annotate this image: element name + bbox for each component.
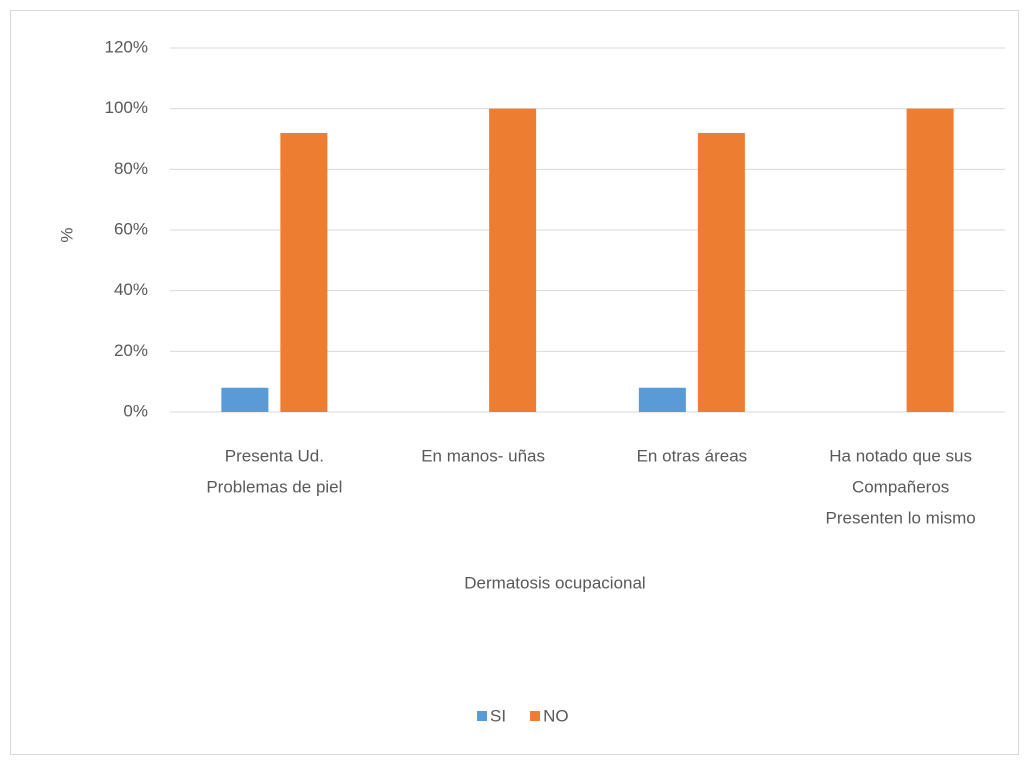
- y-tick-label: 80%: [114, 159, 148, 178]
- legend-swatch: [530, 711, 541, 721]
- legend-label: NO: [543, 706, 569, 725]
- bar: [638, 387, 686, 412]
- x-tick-label: En otras áreas: [637, 446, 748, 465]
- x-tick-label: Presenten lo mismo: [826, 508, 976, 527]
- legend-swatch: [477, 711, 487, 721]
- bar: [697, 132, 745, 412]
- x-tick-label: Problemas de piel: [206, 477, 342, 496]
- y-tick-label: 60%: [114, 219, 148, 238]
- y-tick-label: 0%: [123, 401, 148, 420]
- bar: [906, 108, 954, 413]
- x-axis-label: Dermatosis ocupacional: [464, 573, 645, 592]
- bar: [280, 132, 328, 412]
- y-tick-label: 120%: [105, 37, 148, 56]
- x-tick-label: Presenta Ud.: [225, 446, 324, 465]
- bar: [489, 108, 537, 413]
- x-tick-label: Ha notado que sus: [829, 446, 972, 465]
- y-tick-label: 20%: [114, 341, 148, 360]
- x-tick-label: En manos- uñas: [421, 446, 545, 465]
- bar: [221, 387, 269, 412]
- y-tick-label: 40%: [114, 280, 148, 299]
- y-tick-label: 100%: [105, 98, 148, 117]
- x-tick-label: Compañeros: [852, 477, 949, 496]
- y-axis-label: %: [57, 227, 76, 242]
- legend-label: SI: [490, 706, 506, 725]
